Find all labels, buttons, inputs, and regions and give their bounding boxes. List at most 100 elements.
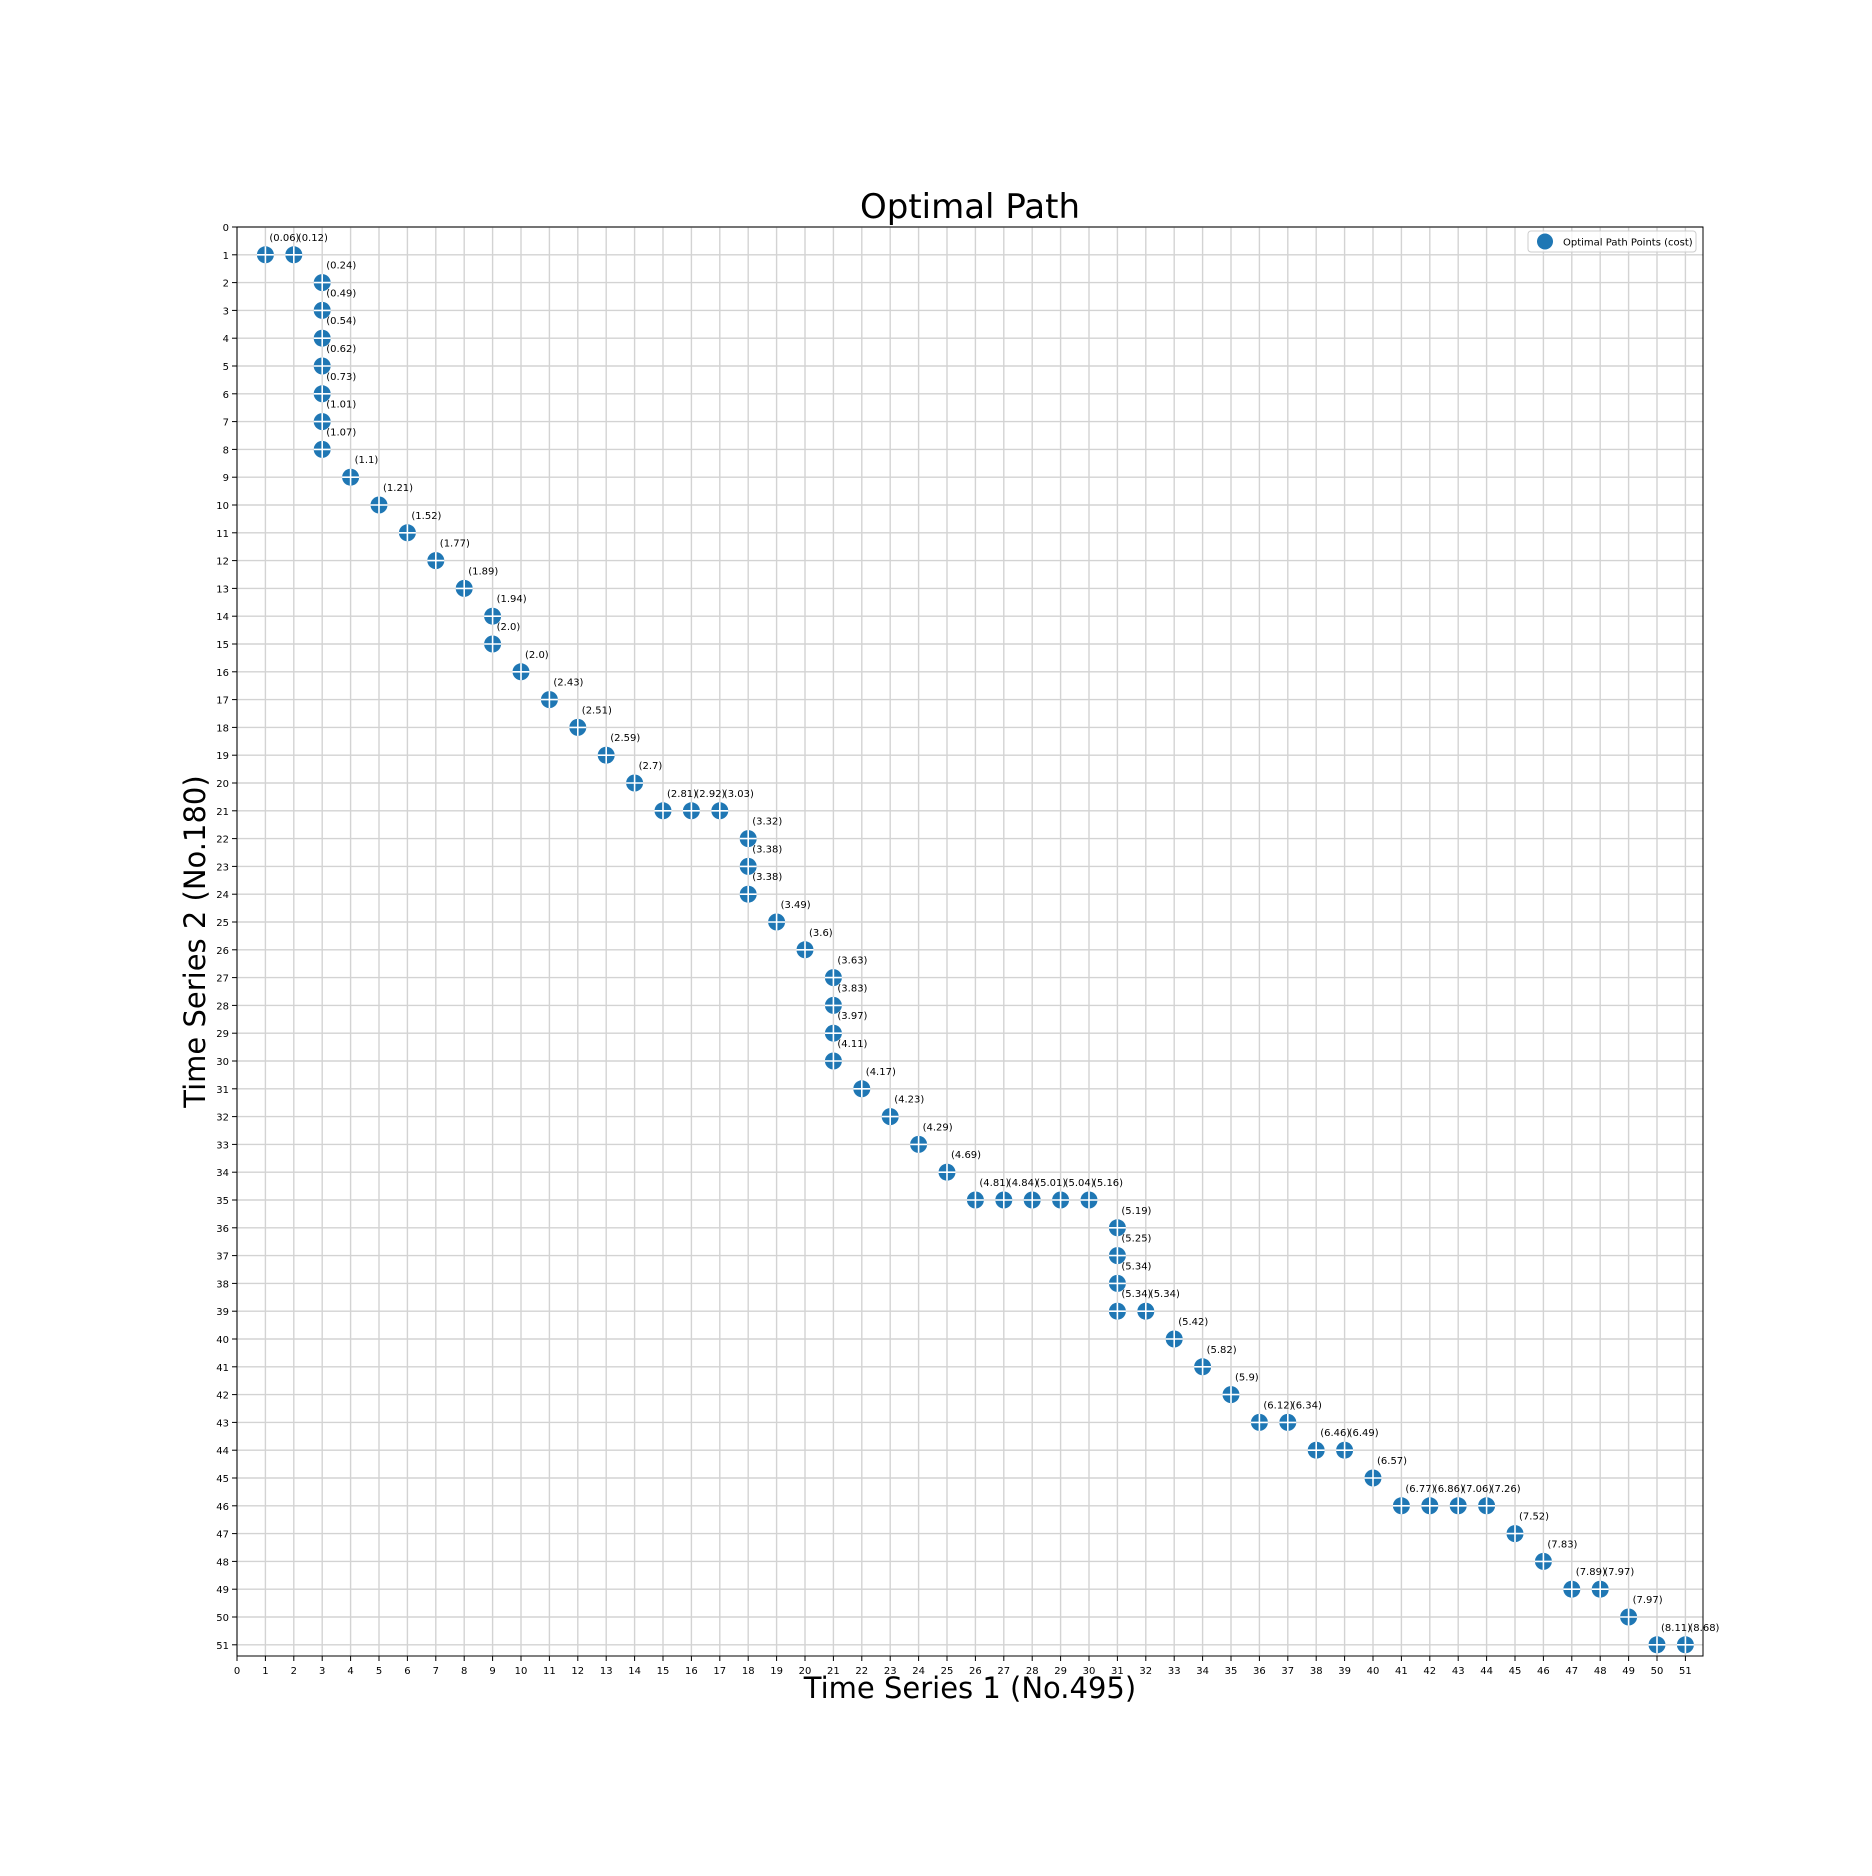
data-point xyxy=(1506,1525,1524,1543)
grid xyxy=(236,226,1703,1656)
x-tick-label: 9 xyxy=(489,1666,495,1677)
y-tick-label: 1 xyxy=(223,251,229,262)
x-tick-label: 43 xyxy=(1452,1666,1465,1677)
y-tick-label: 5 xyxy=(223,362,229,373)
data-label: (3.97) xyxy=(837,1011,867,1022)
data-label: (4.23) xyxy=(894,1095,924,1106)
x-tick-label: 26 xyxy=(969,1666,982,1677)
data-point xyxy=(569,718,587,736)
y-tick-label: 22 xyxy=(216,835,229,846)
data-point xyxy=(1108,1247,1126,1265)
x-tick-label: 40 xyxy=(1367,1666,1380,1677)
x-tick-label: 2 xyxy=(291,1666,297,1677)
data-point xyxy=(1023,1191,1041,1209)
data-point xyxy=(313,357,331,375)
y-tick-label: 47 xyxy=(216,1530,229,1541)
data-point xyxy=(824,1052,842,1070)
x-tick-label: 35 xyxy=(1225,1666,1238,1677)
data-point xyxy=(342,468,360,486)
y-tick-label: 48 xyxy=(216,1557,229,1568)
x-tick-label: 41 xyxy=(1395,1666,1408,1677)
data-label: (8.68) xyxy=(1689,1623,1719,1634)
y-tick-label: 42 xyxy=(216,1391,229,1402)
x-tick-label: 20 xyxy=(799,1666,812,1677)
x-tick-label: 7 xyxy=(433,1666,439,1677)
data-label: (4.29) xyxy=(923,1122,953,1133)
y-tick-label: 19 xyxy=(216,751,229,762)
data-point xyxy=(654,802,672,820)
data-label: (1.21) xyxy=(383,483,413,494)
data-label: (3.49) xyxy=(781,900,811,911)
data-point xyxy=(1563,1580,1581,1598)
y-tick-label: 3 xyxy=(223,306,229,317)
x-tick-label: 46 xyxy=(1537,1666,1550,1677)
x-tick-label: 4 xyxy=(347,1666,353,1677)
data-label: (0.54) xyxy=(326,316,356,327)
data-point xyxy=(1336,1441,1354,1459)
data-label: (3.32) xyxy=(752,817,782,828)
data-point xyxy=(1080,1191,1098,1209)
y-tick-label: 4 xyxy=(223,334,229,345)
x-tick-label: 49 xyxy=(1622,1666,1635,1677)
data-point xyxy=(1648,1636,1666,1654)
x-tick-label: 22 xyxy=(855,1666,868,1677)
data-points xyxy=(256,246,1694,1654)
y-tick-label: 27 xyxy=(216,974,229,985)
x-tick-label: 14 xyxy=(628,1666,641,1677)
x-tick-label: 3 xyxy=(319,1666,325,1677)
data-point xyxy=(398,524,416,542)
data-label: (5.01) xyxy=(1036,1178,1066,1189)
data-point xyxy=(910,1135,928,1153)
x-tick-label: 12 xyxy=(571,1666,584,1677)
x-tick-label: 16 xyxy=(685,1666,698,1677)
x-tick-label: 42 xyxy=(1423,1666,1436,1677)
data-label: (6.49) xyxy=(1349,1428,1379,1439)
y-tick-label: 38 xyxy=(216,1279,229,1290)
data-point xyxy=(995,1191,1013,1209)
y-tick-label: 31 xyxy=(216,1085,229,1096)
data-label: (7.97) xyxy=(1604,1567,1634,1578)
chart-title: Optimal Path xyxy=(860,187,1080,227)
y-tick-label: 0 xyxy=(223,223,229,234)
x-tick-label: 30 xyxy=(1083,1666,1096,1677)
y-tick-label: 51 xyxy=(216,1641,229,1652)
data-label: (2.59) xyxy=(610,733,640,744)
data-point xyxy=(313,274,331,292)
y-tick-label: 8 xyxy=(223,445,229,456)
x-tick-label: 39 xyxy=(1338,1666,1351,1677)
data-label: (3.38) xyxy=(752,844,782,855)
y-tick-label: 45 xyxy=(216,1474,229,1485)
data-label: (7.06) xyxy=(1462,1484,1492,1495)
data-label: (5.19) xyxy=(1121,1206,1151,1217)
data-point xyxy=(1108,1219,1126,1237)
y-axis-title: Time Series 2 (No.180) xyxy=(178,775,212,1108)
y-tick-label: 35 xyxy=(216,1196,229,1207)
y-tick-label: 29 xyxy=(216,1029,229,1040)
data-label: (5.9) xyxy=(1235,1373,1259,1384)
x-tick-label: 31 xyxy=(1111,1666,1124,1677)
data-point xyxy=(711,802,729,820)
data-point xyxy=(540,691,558,709)
x-tick-label: 37 xyxy=(1281,1666,1294,1677)
data-label: (1.01) xyxy=(326,400,356,411)
x-tick-label: 15 xyxy=(657,1666,670,1677)
plot-frame xyxy=(236,226,1704,1657)
x-axis-ticks: 0 1 2 3 4 5 6 7 8 9 10 11 12 13 14 15 16 17 18 19 20 21 22 23 24… xyxy=(234,1656,1692,1677)
y-tick-label: 12 xyxy=(216,557,229,568)
data-point xyxy=(1108,1302,1126,1320)
y-tick-label: 50 xyxy=(216,1613,229,1624)
data-label: (5.42) xyxy=(1178,1317,1208,1328)
y-tick-label: 10 xyxy=(216,501,229,512)
data-label: (3.83) xyxy=(837,983,867,994)
data-label: (2.51) xyxy=(582,705,612,716)
data-point xyxy=(313,440,331,458)
data-label: (5.34) xyxy=(1121,1289,1151,1300)
data-label: (2.92) xyxy=(695,789,725,800)
x-tick-label: 11 xyxy=(543,1666,556,1677)
data-point xyxy=(881,1108,899,1126)
data-label: (1.07) xyxy=(326,427,356,438)
data-point xyxy=(682,802,700,820)
x-tick-label: 38 xyxy=(1310,1666,1323,1677)
data-point xyxy=(1478,1497,1496,1515)
x-tick-label: 34 xyxy=(1196,1666,1209,1677)
